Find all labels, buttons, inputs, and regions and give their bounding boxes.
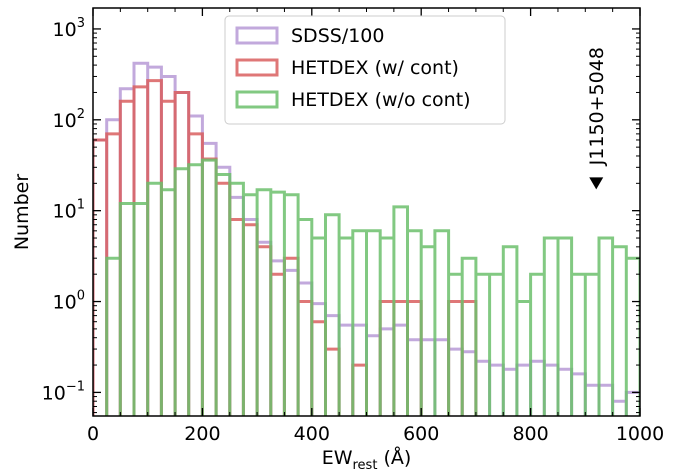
legend-box	[224, 15, 506, 125]
down-triangle-marker	[589, 177, 604, 190]
legend-label: HETDEX (w/o cont)	[291, 89, 471, 111]
x-tick-label: 800	[512, 423, 548, 445]
histogram-series-group	[93, 61, 640, 416]
y-tick-label: 10−1	[42, 379, 85, 404]
histogram-series-2	[105, 158, 640, 416]
annotation-group: J1150+5048	[586, 47, 608, 190]
x-tick-label: 1000	[616, 423, 664, 445]
y-tick-label: 100	[53, 289, 85, 314]
x-tick-label: 600	[403, 423, 439, 445]
y-tick-label: 102	[53, 107, 85, 132]
legend-label: SDSS/100	[291, 25, 384, 47]
x-axis-label-main: EW	[322, 447, 353, 469]
x-axis: 0 200 400 600 800 1000	[87, 8, 664, 445]
legend-swatch	[235, 90, 279, 109]
y-axis-label: Number	[11, 174, 33, 251]
y-tick-label: 103	[53, 16, 85, 41]
x-tick-label: 200	[184, 423, 220, 445]
legend-swatch	[235, 58, 279, 77]
x-tick-label: 0	[87, 423, 99, 445]
x-axis-label-sub: rest	[352, 458, 377, 473]
legend: SDSS/100 HETDEX (w/ cont) HETDEX (w/o cont…	[224, 15, 506, 125]
legend-swatch	[235, 26, 279, 45]
x-tick-label: 400	[294, 423, 330, 445]
y-axis: 10−1 100 101 102 103	[42, 16, 640, 414]
y-tick-label: 101	[53, 198, 85, 223]
annotation-label: J1150+5048	[586, 47, 608, 166]
legend-label: HETDEX (w/ cont)	[291, 57, 459, 79]
x-axis-label: EWrest (Å)	[322, 446, 412, 473]
x-axis-label-unit: (Å)	[377, 446, 411, 469]
